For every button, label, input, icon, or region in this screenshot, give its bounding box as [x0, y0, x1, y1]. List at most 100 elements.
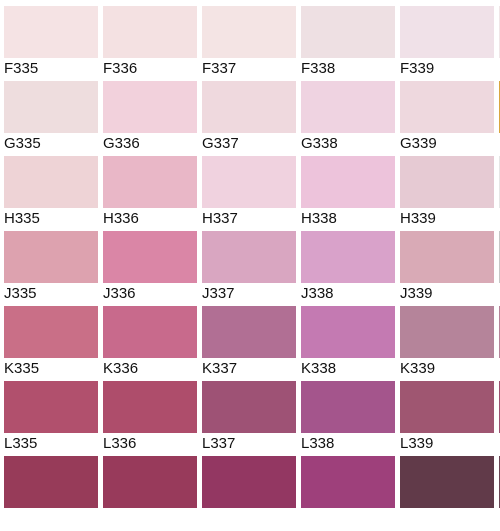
color-palette-grid: F335 F336 F337 F338 F339 G335 G336 G337 G338 G339… — [4, 6, 500, 531]
color-swatch-cell[interactable]: J339 — [400, 231, 494, 306]
color-swatch[interactable] — [400, 306, 494, 358]
color-swatch-cell[interactable]: G337 — [202, 81, 296, 156]
color-swatch[interactable] — [4, 156, 98, 208]
color-swatch[interactable] — [400, 381, 494, 433]
color-swatch-cell[interactable] — [400, 456, 494, 531]
color-swatch[interactable] — [4, 381, 98, 433]
color-swatch[interactable] — [4, 231, 98, 283]
color-swatch-cell[interactable] — [202, 456, 296, 531]
color-swatch[interactable] — [4, 456, 98, 508]
color-code-label: J336 — [103, 285, 136, 302]
color-code-label: F338 — [301, 60, 336, 77]
color-code-label: K339 — [400, 360, 436, 377]
color-swatch-cell[interactable]: K337 — [202, 306, 296, 381]
color-swatch-cell[interactable] — [4, 456, 98, 531]
color-swatch-cell[interactable]: L335 — [4, 381, 98, 456]
color-swatch-cell[interactable]: J335 — [4, 231, 98, 306]
color-swatch[interactable] — [202, 306, 296, 358]
color-swatch[interactable] — [202, 231, 296, 283]
color-code-label: H338 — [301, 210, 337, 227]
color-swatch-cell[interactable]: F337 — [202, 6, 296, 81]
color-code-label: J338 — [301, 285, 334, 302]
color-code-label: K338 — [301, 360, 337, 377]
color-swatch-cell[interactable]: H338 — [301, 156, 395, 231]
color-code-label: G339 — [400, 135, 437, 152]
color-swatch[interactable] — [301, 6, 395, 58]
color-swatch[interactable] — [301, 381, 395, 433]
color-swatch-cell[interactable]: H336 — [103, 156, 197, 231]
color-code-label: K336 — [103, 360, 139, 377]
color-swatch[interactable] — [301, 456, 395, 508]
color-code-label: K337 — [202, 360, 238, 377]
color-code-label: J337 — [202, 285, 235, 302]
color-swatch[interactable] — [103, 456, 197, 508]
palette-row: K335 K336 K337 K338 K339 — [4, 306, 500, 381]
color-swatch[interactable] — [202, 81, 296, 133]
color-code-label: F339 — [400, 60, 435, 77]
color-swatch-cell[interactable]: F338 — [301, 6, 395, 81]
color-swatch-cell[interactable]: L337 — [202, 381, 296, 456]
palette-row: J335 J336 J337 J338 J339 — [4, 231, 500, 306]
color-swatch[interactable] — [301, 156, 395, 208]
color-code-label: L338 — [301, 435, 335, 452]
color-swatch[interactable] — [103, 306, 197, 358]
color-code-label: J339 — [400, 285, 433, 302]
color-swatch[interactable] — [103, 231, 197, 283]
color-swatch-cell[interactable]: F336 — [103, 6, 197, 81]
color-swatch[interactable] — [103, 81, 197, 133]
color-swatch[interactable] — [400, 456, 494, 508]
color-swatch[interactable] — [202, 456, 296, 508]
color-swatch[interactable] — [400, 81, 494, 133]
color-swatch[interactable] — [301, 81, 395, 133]
color-swatch[interactable] — [103, 6, 197, 58]
color-swatch-cell[interactable]: G338 — [301, 81, 395, 156]
color-swatch[interactable] — [202, 6, 296, 58]
color-swatch-cell[interactable] — [301, 456, 395, 531]
color-code-label: L335 — [4, 435, 38, 452]
color-code-label: F335 — [4, 60, 39, 77]
color-code-label: G337 — [202, 135, 239, 152]
color-code-label: G335 — [4, 135, 41, 152]
color-swatch-cell[interactable]: H337 — [202, 156, 296, 231]
color-swatch[interactable] — [400, 6, 494, 58]
color-swatch[interactable] — [301, 306, 395, 358]
color-code-label: L336 — [103, 435, 137, 452]
color-swatch-cell[interactable] — [103, 456, 197, 531]
color-swatch-cell[interactable]: F335 — [4, 6, 98, 81]
color-swatch-cell[interactable]: F339 — [400, 6, 494, 81]
color-swatch[interactable] — [4, 6, 98, 58]
color-swatch[interactable] — [103, 156, 197, 208]
color-swatch-cell[interactable]: J338 — [301, 231, 395, 306]
color-swatch[interactable] — [202, 156, 296, 208]
color-code-label: G338 — [301, 135, 338, 152]
color-swatch[interactable] — [4, 81, 98, 133]
color-swatch[interactable] — [202, 381, 296, 433]
color-swatch-cell[interactable]: K339 — [400, 306, 494, 381]
color-swatch-cell[interactable]: J336 — [103, 231, 197, 306]
color-swatch-cell[interactable]: K336 — [103, 306, 197, 381]
color-swatch-cell[interactable]: K338 — [301, 306, 395, 381]
color-swatch[interactable] — [400, 156, 494, 208]
color-code-label: L337 — [202, 435, 236, 452]
color-swatch-cell[interactable]: L336 — [103, 381, 197, 456]
color-code-label: G336 — [103, 135, 140, 152]
color-swatch-cell[interactable]: G336 — [103, 81, 197, 156]
color-code-label: H337 — [202, 210, 238, 227]
color-swatch[interactable] — [301, 231, 395, 283]
color-code-label: K335 — [4, 360, 40, 377]
color-code-label: H335 — [4, 210, 40, 227]
color-code-label: F336 — [103, 60, 138, 77]
color-code-label: J335 — [4, 285, 37, 302]
color-swatch-cell[interactable]: L339 — [400, 381, 494, 456]
color-swatch-cell[interactable]: G339 — [400, 81, 494, 156]
color-swatch-cell[interactable]: H339 — [400, 156, 494, 231]
color-swatch-cell[interactable]: L338 — [301, 381, 395, 456]
color-swatch-cell[interactable]: K335 — [4, 306, 98, 381]
color-swatch[interactable] — [400, 231, 494, 283]
color-swatch-cell[interactable]: H335 — [4, 156, 98, 231]
color-swatch[interactable] — [4, 306, 98, 358]
color-swatch[interactable] — [103, 381, 197, 433]
palette-row — [4, 456, 500, 531]
color-swatch-cell[interactable]: G335 — [4, 81, 98, 156]
color-swatch-cell[interactable]: J337 — [202, 231, 296, 306]
